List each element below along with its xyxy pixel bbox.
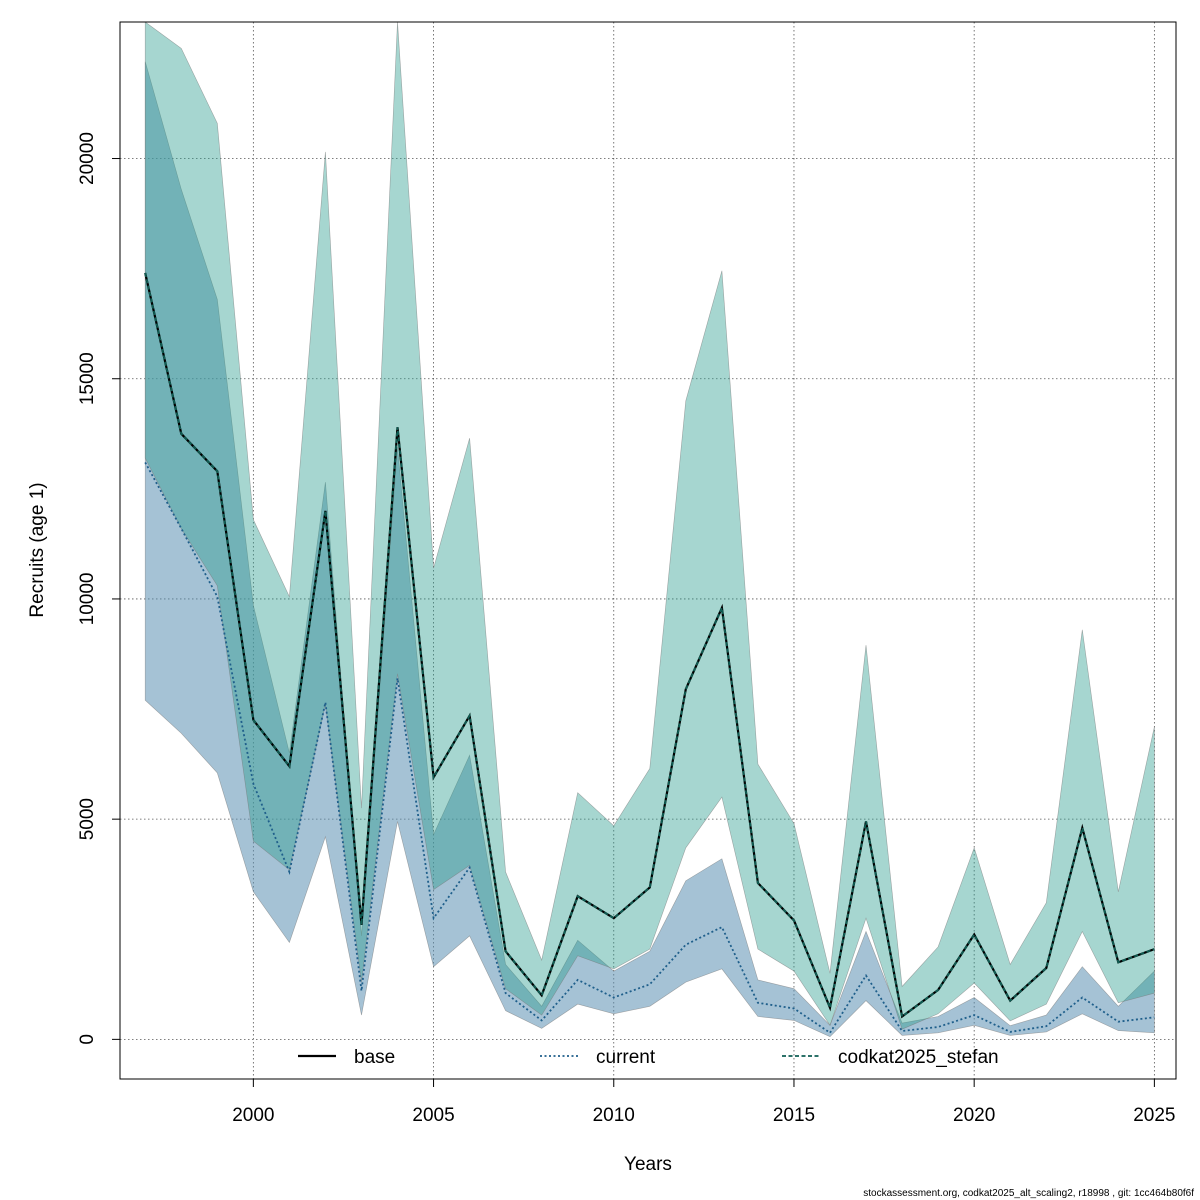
y-tick-label-15000: 15000 [77, 352, 98, 405]
x-tick-label-2005: 2005 [412, 1105, 454, 1126]
line-codkat2025_stefan [144, 272, 1155, 1019]
y-tick-label-5000: 5000 [77, 798, 98, 840]
band-current [144, 61, 1155, 1038]
line-current [144, 461, 1155, 1035]
x-axis: 2000 2005 2010 2015 2020 2025 [232, 1079, 1176, 1126]
legend: base current codkat2025_stefan [298, 1047, 999, 1068]
legend-label-current: current [596, 1047, 656, 1068]
y-tick-label-20000: 20000 [77, 132, 98, 185]
x-tick-label-2020: 2020 [953, 1105, 995, 1126]
legend-label-codkat2025_stefan: codkat2025_stefan [838, 1047, 999, 1068]
x-tick-label-2010: 2010 [593, 1105, 635, 1126]
series-lines [144, 272, 1155, 1035]
y-tick-label-0: 0 [77, 1034, 98, 1045]
y-axis: 0 5000 10000 15000 20000 [77, 132, 120, 1045]
band-base [144, 22, 1155, 1030]
x-tick-label-2000: 2000 [232, 1105, 274, 1126]
footer-note: stockassessment.org, codkat2025_alt_scal… [863, 1188, 1194, 1199]
x-tick-label-2015: 2015 [773, 1105, 815, 1126]
y-tick-label-10000: 10000 [77, 573, 98, 626]
y-axis-label: Recruits (age 1) [27, 482, 48, 617]
legend-label-base: base [354, 1047, 395, 1068]
x-axis-label: Years [624, 1154, 672, 1175]
confidence-bands [144, 22, 1155, 1038]
x-tick-label-2025: 2025 [1133, 1105, 1175, 1126]
plot-frame [119, 21, 1177, 1080]
